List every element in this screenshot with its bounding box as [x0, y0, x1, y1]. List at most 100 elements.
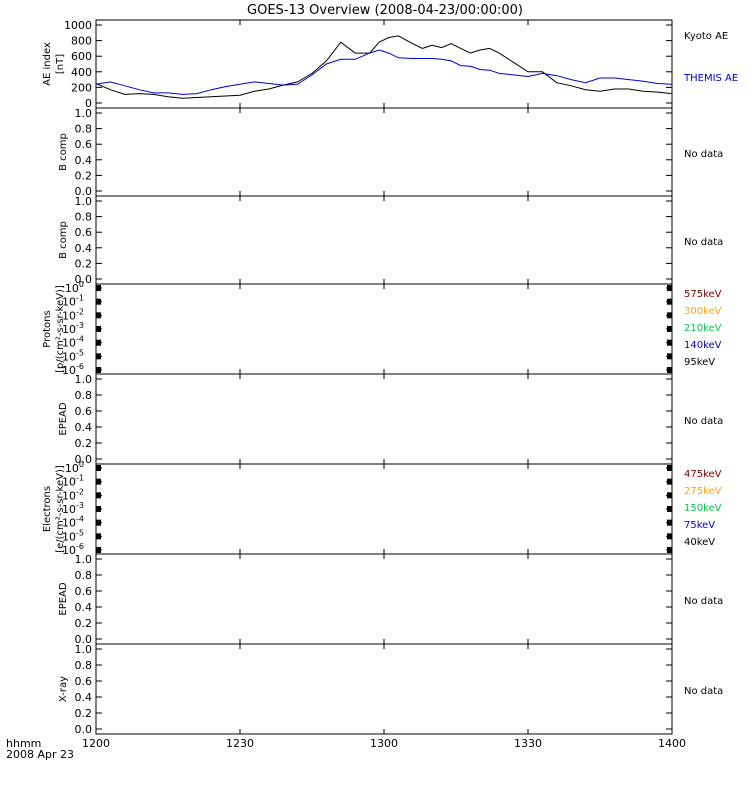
y-tick-label: 10-2 [62, 487, 84, 502]
legend-475keV: 475keV [684, 469, 722, 480]
y-tick-label: 400 [71, 66, 92, 79]
edge-mark-right [667, 547, 672, 553]
series-line-themis-ae [95, 49, 673, 95]
y-axis-label: Protons [42, 310, 53, 347]
x-tick-label: 1200 [82, 737, 110, 750]
edge-mark [96, 298, 101, 305]
edge-mark [96, 312, 101, 319]
edge-mark [96, 506, 101, 512]
no-data-note: No data [684, 237, 723, 248]
legend-75keV: 75keV [684, 520, 715, 531]
y-axis-label: Electrons [42, 486, 53, 532]
edge-mark-right [667, 465, 672, 471]
y-axis-label: X-ray [58, 676, 69, 702]
edge-mark-right [667, 506, 672, 512]
x-axis-label-date: 2008 Apr 23 [6, 748, 74, 761]
panel-frame [95, 373, 673, 465]
y-tick-label: 0.8 [75, 569, 93, 582]
y-tick-label: 0.6 [75, 138, 93, 151]
y-tick-label: 1.0 [75, 373, 93, 386]
no-data-note: No data [684, 596, 723, 607]
x-tick-label: 1400 [658, 737, 686, 750]
y-tick-label: 0.2 [75, 169, 93, 182]
y-tick-label: 200 [71, 81, 92, 94]
y-tick-label: 0.4 [75, 691, 93, 704]
legend-140keV: 140keV [684, 340, 722, 351]
edge-mark-right [667, 285, 672, 291]
y-tick-label: 1.0 [75, 195, 93, 208]
legend-95keV: 95keV [684, 357, 715, 368]
y-tick-label: 0.0 [75, 185, 93, 198]
edge-mark [96, 547, 101, 553]
no-data-note: No data [684, 416, 723, 427]
y-tick-label: 10-6 [62, 362, 84, 377]
edge-mark-right [667, 519, 672, 526]
panel-epead1: 0.0 0.2 0.4 0.6 0.8 1.0 EPEAD No data [58, 373, 723, 466]
y-tick-label: 0.2 [75, 617, 93, 630]
y-axis-label: B comp [58, 221, 69, 259]
y-tick-label: 0.4 [75, 421, 93, 434]
edge-mark-right [667, 326, 672, 332]
legend-210keV: 210keV [684, 323, 722, 334]
edge-mark-right [667, 312, 672, 319]
y-axis-label: B comp [58, 133, 69, 171]
y-tick-label: 0.4 [75, 242, 93, 255]
edge-mark [96, 326, 101, 332]
panel-xray: 0.0 0.2 0.4 0.6 0.8 1.0 X-ray No data [58, 643, 723, 736]
legend-275keV: 275keV [684, 486, 722, 497]
x-tick-label: 1230 [226, 737, 254, 750]
legend-300keV: 300keV [684, 306, 722, 317]
y-tick-label: 10-1 [62, 294, 84, 309]
edge-mark [96, 478, 101, 485]
y-tick-label: 10-5 [62, 528, 84, 543]
y-axis-label: AE index [42, 42, 53, 86]
edge-mark-right [667, 478, 672, 485]
y-tick-label: 10-6 [62, 542, 84, 557]
y-tick-label: 0.0 [75, 633, 93, 646]
y-tick-label: 0.4 [75, 154, 93, 167]
legend-kyoto-ae: Kyoto AE [684, 31, 728, 42]
y-axis-label: EPEAD [58, 402, 69, 436]
x-tick-label: 1300 [370, 737, 398, 750]
edge-mark [96, 353, 101, 360]
y-tick-label: 0.6 [75, 226, 93, 239]
y-tick-label: 0.8 [75, 211, 93, 224]
figure-title: GOES-13 Overview (2008-04-23/00:00:00) [247, 3, 523, 18]
legend-575keV: 575keV [684, 289, 722, 300]
no-data-note: No data [684, 149, 723, 160]
y-tick-label: 10-4 [62, 335, 84, 350]
no-data-note: No data [684, 686, 723, 697]
y-tick-label: 0.0 [75, 273, 93, 286]
panel-frame [95, 107, 673, 197]
edge-mark-right [667, 492, 672, 499]
y-tick-label: 600 [71, 50, 92, 63]
y-axis-label: [e/(cm²-s-sr-keV)] [55, 465, 66, 553]
panel-frame [95, 553, 673, 645]
y-tick-label: 10-1 [62, 474, 84, 489]
panel-b1: 0.0 0.2 0.4 0.6 0.8 1.0 B comp No data [58, 107, 723, 198]
y-tick-label: 0.6 [75, 405, 93, 418]
y-tick-label: 1.0 [75, 553, 93, 566]
panel-frame [95, 195, 673, 285]
y-tick-label: 1.0 [75, 107, 93, 120]
time-axis: 1200 1230 1300 1330 1400 [82, 737, 686, 750]
y-tick-label: 10-3 [62, 501, 84, 516]
y-tick-label: 0.0 [75, 723, 93, 736]
panels: 0 200 400 600 800 1000 AE index [nT] Kyoto AE THE… [42, 19, 738, 736]
y-axis-label: [nT] [55, 54, 66, 74]
y-tick-label: 1000 [64, 19, 92, 32]
panel-frame [95, 463, 673, 555]
y-tick-label: 0.8 [75, 659, 93, 672]
y-tick-label: 0.2 [75, 707, 93, 720]
edge-mark [96, 367, 101, 373]
y-tick-label: 10-2 [62, 307, 84, 322]
y-tick-label: 0.8 [75, 389, 93, 402]
edge-mark-right [667, 533, 672, 540]
edge-mark-right [667, 353, 672, 360]
edge-mark [96, 519, 101, 526]
edge-mark [96, 465, 101, 471]
legend-themis-ae: THEMIS AE [683, 73, 738, 84]
y-tick-label: 0.4 [75, 601, 93, 614]
y-tick-label: 100 [65, 280, 84, 295]
